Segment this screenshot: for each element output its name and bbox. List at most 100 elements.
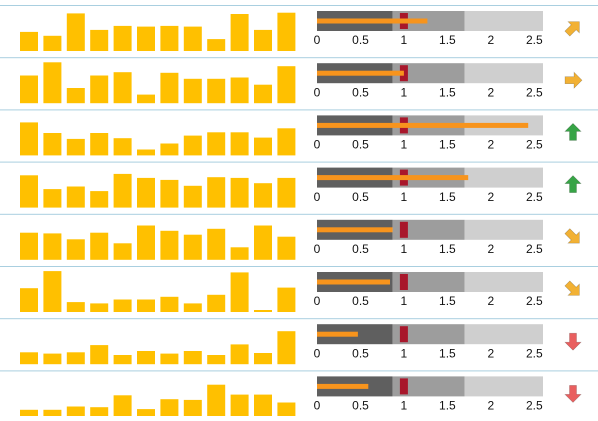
- axis-tick-label: 1: [401, 399, 408, 413]
- sparkline-bar: [254, 394, 272, 417]
- axis-tick-label: 0.5: [352, 346, 369, 360]
- sparkline-bar: [137, 26, 155, 51]
- sparkline-bar: [66, 13, 85, 51]
- sparkline-bar: [230, 14, 249, 51]
- row-divider: [0, 318, 598, 320]
- axis-tick-label: 1: [401, 33, 408, 47]
- bullet-target-marker: [399, 326, 408, 343]
- sparkline-bar: [183, 303, 202, 312]
- arrow-shape: [564, 175, 582, 193]
- axis-tick-label: 2.5: [526, 294, 543, 308]
- axis-tick-label: 2.5: [526, 399, 543, 413]
- sparkline-bar: [113, 138, 132, 156]
- bullet-target-marker: [399, 274, 408, 290]
- bullet-value-bar: [317, 331, 358, 337]
- bullet-value-bar: [317, 383, 369, 389]
- sparkline-bar: [160, 230, 179, 260]
- sparkline-bar: [113, 25, 132, 51]
- sparkline-bar: [230, 394, 249, 417]
- sparkline-bar: [254, 29, 272, 51]
- sparkline-bar: [137, 177, 155, 208]
- axis-tick-label: 2: [487, 294, 494, 308]
- axis-tick-label: 2.5: [526, 138, 543, 152]
- axis-tick-label: 2: [487, 242, 494, 256]
- sparkline-bar: [230, 247, 249, 260]
- arrow-down-right-icon: [564, 280, 580, 296]
- axis-tick-label: 2: [487, 33, 494, 47]
- sparkline-bar: [66, 186, 85, 208]
- sparkline-bar: [254, 84, 272, 104]
- sparkline-bar: [160, 72, 179, 104]
- axis-tick-label: 2: [487, 346, 494, 360]
- bullet-band-mid: [392, 324, 465, 345]
- sparkline-bar: [277, 402, 296, 417]
- axis-tick-label: 0.5: [352, 190, 369, 204]
- bullet-value-bar: [317, 175, 469, 181]
- sparkline-bar: [66, 302, 85, 312]
- axis-tick-label: 1: [401, 242, 408, 256]
- arrow-shape: [564, 385, 582, 403]
- sparkline-bar: [160, 353, 179, 365]
- sparkline-bar: [230, 344, 249, 365]
- arrow-shape: [564, 228, 580, 244]
- axis-tick-label: 2.5: [526, 33, 543, 47]
- sparkline-bar: [160, 179, 179, 208]
- sparkline-bar: [277, 12, 296, 51]
- sparkline-bar: [66, 138, 85, 156]
- axis-tick-label: 0: [314, 85, 321, 99]
- sparkline-bar: [43, 271, 62, 312]
- axis-tick-label: 0.5: [352, 33, 369, 47]
- sparkline-bar: [113, 173, 132, 208]
- sparkline-bar: [20, 288, 38, 312]
- bullet-band-mid: [392, 11, 465, 31]
- axis-tick-label: 0: [314, 399, 321, 413]
- sparkline-bar: [20, 409, 38, 417]
- sparkline-bar: [183, 26, 202, 51]
- sparkline-bar: [254, 137, 272, 156]
- axis-tick-label: 0.5: [352, 294, 369, 308]
- arrow-up-icon: [564, 175, 582, 193]
- axis-tick-label: 2.5: [526, 242, 543, 256]
- row-divider: [0, 57, 598, 59]
- axis-tick-label: 2: [487, 85, 494, 99]
- axis-tick-label: 0.5: [352, 138, 369, 152]
- sparkline-bar: [20, 352, 38, 365]
- sparkline-bar: [137, 351, 155, 365]
- arrow-down-icon: [564, 332, 582, 351]
- axis-tick-label: 2.5: [526, 85, 543, 99]
- sparkline-bar: [90, 232, 109, 260]
- sparkline-bar: [137, 149, 155, 156]
- axis-tick-label: 0: [314, 242, 321, 256]
- sparkline-bar: [90, 303, 109, 312]
- sparkline-bar: [43, 233, 62, 260]
- axis-tick-label: 0: [314, 294, 321, 308]
- sparkline-bar: [207, 355, 226, 365]
- bullet-band-high: [464, 376, 543, 397]
- sparkline-bar: [43, 133, 62, 156]
- sparkline-bar: [277, 177, 296, 208]
- sparkline-bar: [90, 191, 109, 208]
- axis-tick-label: 1.5: [439, 85, 456, 99]
- axis-tick-label: 1: [401, 294, 408, 308]
- sparkline-bar: [66, 239, 85, 260]
- axis-tick-label: 2: [487, 138, 494, 152]
- arrow-shape: [564, 332, 582, 351]
- sparkline-bar: [207, 384, 226, 417]
- sparkline-bar: [20, 122, 38, 156]
- axis-tick-label: 1.5: [439, 33, 456, 47]
- sparkline-bar: [137, 299, 155, 312]
- arrow-down-right-icon: [564, 228, 580, 244]
- row-divider: [0, 161, 598, 163]
- row-divider: [0, 213, 598, 215]
- sparkline-bar: [20, 75, 38, 104]
- bullet-band-mid: [392, 219, 465, 240]
- sparkline-bar: [43, 62, 62, 104]
- axis-tick-label: 2.5: [526, 346, 543, 360]
- sparkline-bar: [254, 353, 272, 365]
- axis-tick-label: 1.5: [439, 190, 456, 204]
- sparkline-bar: [20, 175, 38, 208]
- arrow-shape: [564, 280, 580, 296]
- axis-tick-label: 2.5: [526, 190, 543, 204]
- sparkline-bar: [160, 399, 179, 417]
